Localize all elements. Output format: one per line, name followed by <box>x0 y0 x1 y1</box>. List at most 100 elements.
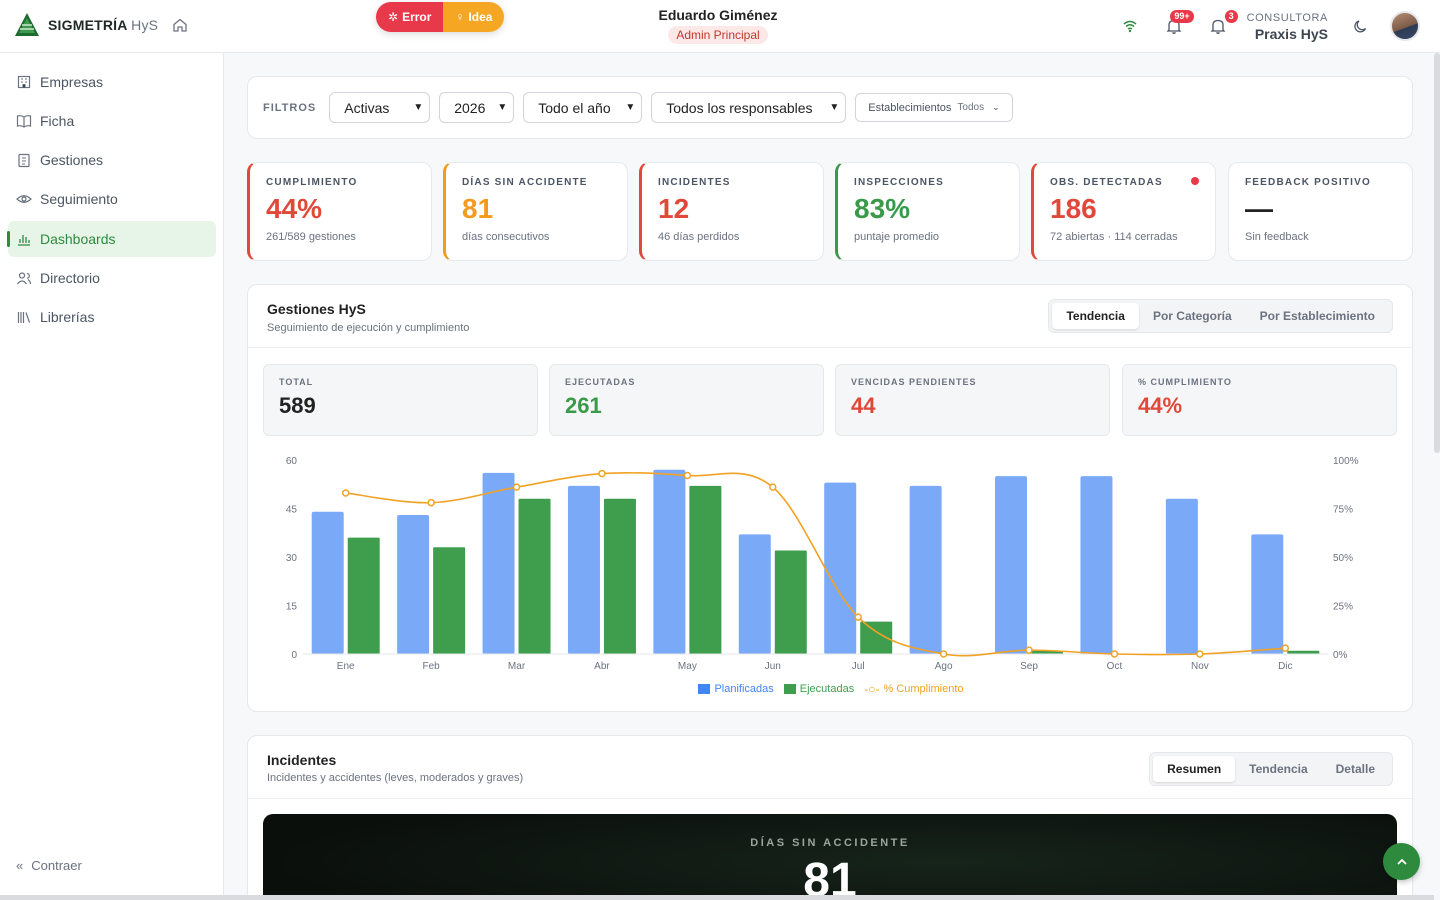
sidebar-item-gestiones[interactable]: Gestiones <box>8 142 216 178</box>
responsible-select[interactable]: Todos los responsables ▼ <box>651 92 847 123</box>
organization[interactable]: CONSULTORA Praxis HyS <box>1247 10 1328 42</box>
theme-toggle[interactable] <box>1346 11 1376 41</box>
tab-tendencia[interactable]: Tendencia <box>1052 303 1139 329</box>
section-subtitle: Seguimiento de ejecución y cumplimiento <box>267 322 470 334</box>
kpi-label: FEEDBACK POSITIVO <box>1245 177 1371 188</box>
x-tick-label: Feb <box>423 661 441 672</box>
legend-label: Planificadas <box>714 683 774 695</box>
library-icon <box>17 312 31 323</box>
kpi-card-feedback[interactable]: FEEDBACK POSITIVO — Sin feedback <box>1228 162 1413 261</box>
sidebar-item-dashboards[interactable]: Dashboards <box>7 221 216 257</box>
horizontal-scrollbar[interactable] <box>0 895 1434 900</box>
sidebar-item-seguimiento[interactable]: Seguimiento <box>8 181 216 217</box>
y-right-tick-label: 50% <box>1333 553 1353 564</box>
y-right-tick-label: 75% <box>1333 505 1353 516</box>
bar-planificadas <box>1080 476 1113 654</box>
gestiones-section: Gestiones HyS Seguimiento de ejecución y… <box>247 284 1413 712</box>
kpi-card-inspecciones[interactable]: INSPECCIONES 83% puntaje promedio <box>835 162 1020 261</box>
x-tick-label: Ene <box>337 661 355 672</box>
kpi-sub: Sin feedback <box>1245 231 1309 243</box>
top-bar: SIGMETRÍA HyS ✲ Error ♀ Idea Eduardo Gimén… <box>0 0 1440 53</box>
year-select[interactable]: 2026 ▼ <box>439 92 515 123</box>
kpi-label: INCIDENTES <box>658 177 731 188</box>
bar-planificadas <box>995 476 1028 654</box>
collapse-sidebar-button[interactable]: « Contraer <box>16 858 82 873</box>
legend-item-planificadas[interactable]: Planificadas <box>698 682 774 696</box>
sidebar-item-librerias[interactable]: Librerías <box>8 299 216 335</box>
y-left-tick-label: 30 <box>286 553 298 564</box>
users-icon <box>17 272 32 285</box>
report-error-button[interactable]: ✲ Error <box>376 2 444 32</box>
y-right-tick-label: 100% <box>1333 456 1359 467</box>
submit-idea-button[interactable]: ♀ Idea <box>443 2 505 32</box>
notifications-button[interactable]: 3 <box>1203 10 1238 41</box>
x-tick-label: Jul <box>852 661 865 672</box>
book-icon <box>16 115 32 128</box>
chevron-down-icon: ▼ <box>413 102 424 113</box>
point-cumplimiento <box>1281 644 1290 652</box>
x-tick-label: May <box>678 661 697 672</box>
kpi-card-incidentes[interactable]: INCIDENTES 12 46 días perdidos <box>639 162 824 261</box>
connection-status[interactable] <box>1115 11 1145 41</box>
tab-resumen[interactable]: Resumen <box>1153 756 1236 782</box>
y-left-tick-label: 0 <box>291 650 297 661</box>
establishments-label: Establecimientos <box>868 101 952 114</box>
status-select[interactable]: Activas ▼ <box>329 92 431 123</box>
bar-ejecutadas <box>518 498 551 654</box>
incidentes-section: Incidentes Incidentes y accidentes (leve… <box>247 735 1413 900</box>
x-tick-label: Jun <box>765 661 781 672</box>
stat-value: 44 <box>851 393 876 418</box>
legend-item-ejecutadas[interactable]: Ejecutadas <box>783 682 854 696</box>
org-type: CONSULTORA <box>1246 12 1328 24</box>
establishments-dropdown[interactable]: Establecimientos Todos ⌄ <box>855 93 1013 122</box>
legend-label: % Cumplimiento <box>883 683 964 695</box>
lightbulb-icon: ♀ <box>455 10 465 24</box>
tab-por-establecimiento[interactable]: Por Establecimiento <box>1259 309 1375 323</box>
bar-planificadas <box>1251 534 1284 654</box>
section-title: Incidentes <box>267 752 337 768</box>
vertical-scrollbar[interactable] <box>1434 53 1440 453</box>
days-without-accident-banner: DÍAS SIN ACCIDENTE 81 <box>263 814 1397 900</box>
kpi-value: 83% <box>854 193 911 224</box>
point-cumplimiento <box>598 469 606 478</box>
logo-icon <box>15 13 39 36</box>
kpi-card-observaciones[interactable]: OBS. DETECTADAS 186 72 abiertas · 114 ce… <box>1031 162 1216 261</box>
kpi-card-cumplimiento[interactable]: CUMPLIMIENTO 44% 261/589 gestiones <box>247 162 432 261</box>
home-icon[interactable] <box>172 17 188 33</box>
kpi-value: 186 <box>1050 193 1097 224</box>
stat-label: % CUMPLIMIENTO <box>1138 377 1232 387</box>
kpi-label: DÍAS SIN ACCIDENTE <box>462 177 588 188</box>
tab-por-categoria[interactable]: Por Categoría <box>1152 309 1232 323</box>
alerts-button[interactable]: 99+ <box>1159 10 1194 41</box>
sidebar-item-label: Empresas <box>40 74 104 90</box>
legend-item-cumplimiento[interactable]: -○-% Cumplimiento <box>864 682 963 696</box>
kpi-card-dias-sin-accidente[interactable]: DÍAS SIN ACCIDENTE 81 días consecutivos <box>443 162 628 261</box>
banner-value: 81 <box>803 854 857 900</box>
avatar[interactable] <box>1390 11 1420 41</box>
scroll-to-top-button[interactable] <box>1383 843 1420 880</box>
sidebar-item-directorio[interactable]: Directorio <box>8 260 216 296</box>
tab-tendencia[interactable]: Tendencia <box>1249 762 1308 776</box>
bar-planificadas <box>909 485 942 654</box>
y-right-tick-label: 0% <box>1333 650 1348 661</box>
chevron-down-icon: ⌄ <box>992 102 1000 112</box>
gestiones-view-tabs: Tendencia Por Categoría Por Establecimie… <box>1048 299 1393 333</box>
alert-dot <box>1191 177 1199 185</box>
kpi-sub: 46 días perdidos <box>658 231 740 243</box>
tab-detalle[interactable]: Detalle <box>1335 762 1375 776</box>
sidebar-item-empresas[interactable]: Empresas <box>8 64 216 100</box>
sidebar-item-ficha[interactable]: Ficha <box>8 103 216 139</box>
line-cumplimiento <box>345 471 1286 657</box>
sidebar-item-label: Ficha <box>40 113 75 129</box>
sidebar-item-label: Gestiones <box>40 152 104 168</box>
brand-logo[interactable]: SIGMETRÍA HyS <box>14 12 188 38</box>
bar-ejecutadas <box>433 547 466 654</box>
org-name: Praxis HyS <box>1254 26 1328 42</box>
period-select[interactable]: Todo el año ▼ <box>523 92 643 123</box>
kpi-value: — <box>1245 193 1273 224</box>
feedback-pills: ✲ Error ♀ Idea <box>376 2 505 32</box>
stat-total: TOTAL 589 <box>263 364 538 436</box>
legend-swatch <box>783 684 796 694</box>
banner-label: DÍAS SIN ACCIDENTE <box>750 837 910 849</box>
kpi-value: 81 <box>462 193 494 224</box>
